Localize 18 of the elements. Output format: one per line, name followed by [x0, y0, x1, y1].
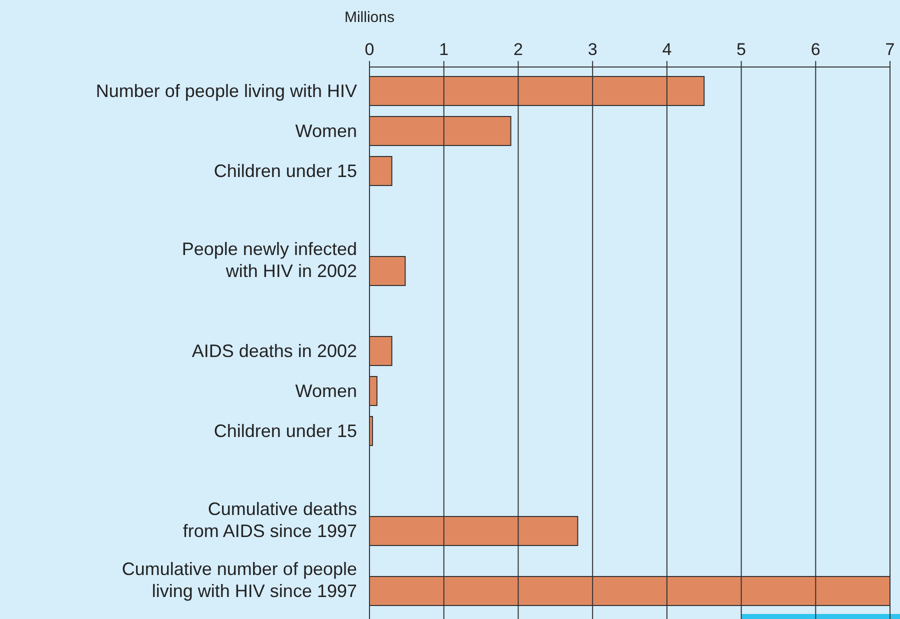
y-tick-label: Number of people living with HIV — [96, 81, 357, 101]
x-tick-label: 4 — [662, 40, 672, 59]
y-tick-label: People newly infected with HIV in 2002 — [182, 239, 357, 281]
y-tick-label: Cumulative number of people living with HIV since 1997 — [122, 559, 357, 601]
x-tick-label: 0 — [364, 40, 374, 59]
y-tick-label: Women — [295, 121, 357, 141]
x-tick-label: 3 — [588, 40, 598, 59]
y-tick-label: Cumulative deaths from AIDS since 1997 — [182, 499, 357, 541]
y-tick-label: Children under 15 — [214, 421, 357, 441]
x-tick-label: 7 — [885, 40, 895, 59]
y-tick-label: Children under 15 — [214, 161, 357, 181]
x-axis-title: Millions — [344, 9, 395, 26]
y-tick-label: AIDS deaths in 2002 — [192, 341, 357, 361]
y-tick-label: Women — [295, 381, 357, 401]
x-tick-label: 6 — [810, 40, 820, 59]
x-tick-label: 1 — [439, 40, 449, 59]
x-tick-label: 2 — [513, 40, 523, 59]
x-tick-label: 5 — [736, 40, 746, 59]
